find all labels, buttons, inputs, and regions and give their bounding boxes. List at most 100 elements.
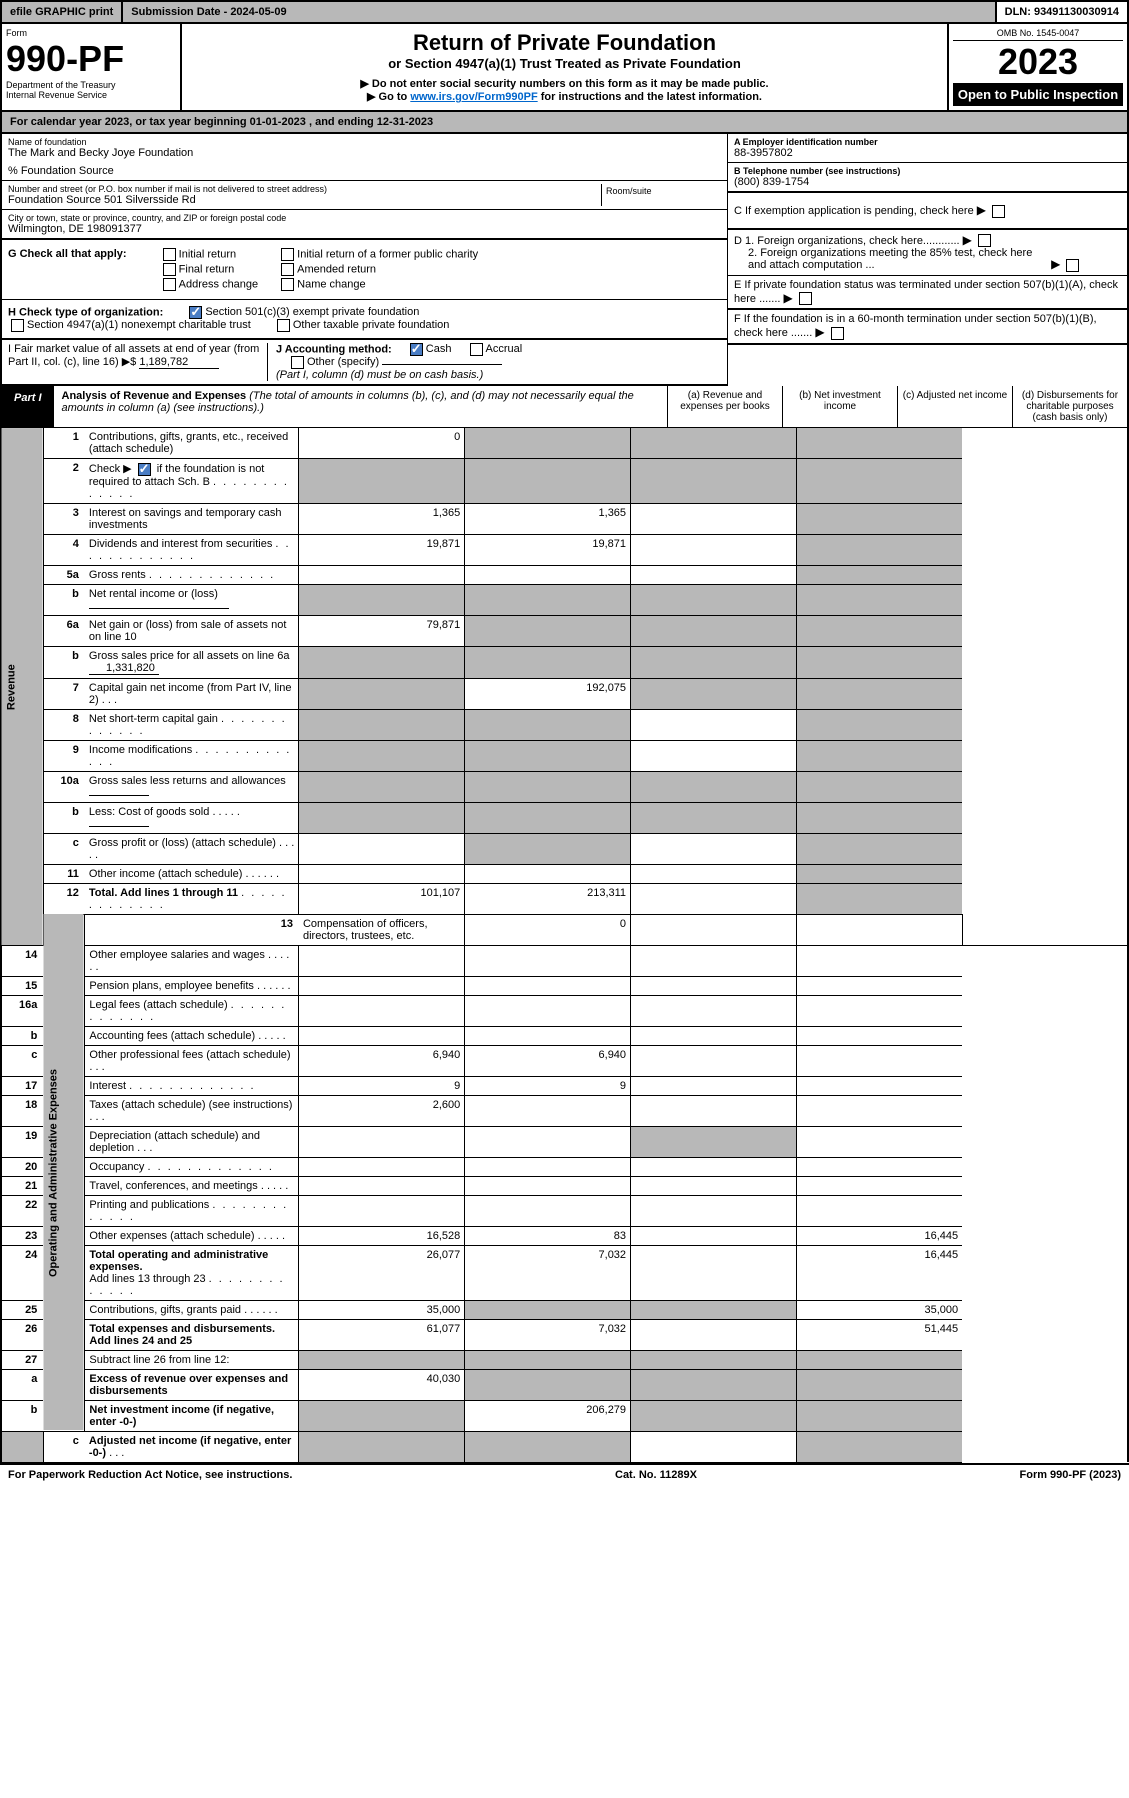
cb-address-change[interactable] [163,278,176,291]
lbl-cash: Cash [426,343,452,355]
tax-year: 2023 [953,41,1123,83]
form990pf-link[interactable]: www.irs.gov/Form990PF [410,91,537,103]
r17-a: 9 [299,1076,465,1095]
row1-desc: Contributions, gifts, grants, etc., rece… [85,428,299,459]
i-label: I Fair market value of all assets at end… [8,343,259,368]
r13-a: 0 [465,914,631,945]
d1-text: D 1. Foreign organizations, check here..… [734,235,960,247]
cb-status-terminated[interactable] [799,292,812,305]
r24-d: 16,445 [796,1245,962,1300]
r26-b: 7,032 [465,1319,631,1350]
row24-desc: Total operating and administrative expen… [85,1245,299,1300]
cb-initial-return[interactable] [163,248,176,261]
row13-desc: Compensation of officers, directors, tru… [299,914,465,945]
lbl-501c3: Section 501(c)(3) exempt private foundat… [205,306,419,318]
row11-desc: Other income (attach schedule) . . . . .… [85,864,299,883]
r4-a: 19,871 [299,534,465,565]
row10c-desc: Gross profit or (loss) (attach schedule)… [85,833,299,864]
cb-cash[interactable] [410,343,423,356]
j-label: J Accounting method: [276,343,392,355]
row16b-desc: Accounting fees (attach schedule) . . . … [85,1026,299,1045]
r25-d: 35,000 [796,1300,962,1319]
calendar-year-row: For calendar year 2023, or tax year begi… [0,112,1129,134]
cb-other-taxable[interactable] [277,319,290,332]
row9-desc: Income modifications [85,740,299,771]
cb-other-method[interactable] [291,356,304,369]
form-title-row: Form 990-PF Department of the Treasury I… [0,24,1129,112]
form-number: 990-PF [6,38,176,80]
cb-85pct[interactable] [1066,259,1079,272]
row23-desc: Other expenses (attach schedule) . . . .… [85,1226,299,1245]
omb: OMB No. 1545-0047 [953,28,1123,41]
cb-schb-not-required[interactable] [138,463,151,476]
cb-initial-former[interactable] [281,248,294,261]
street-address: Foundation Source 501 Silversside Rd [8,194,601,206]
note-ssn: ▶ Do not enter social security numbers o… [188,77,941,90]
row16c-desc: Other professional fees (attach schedule… [85,1045,299,1076]
col-c-hdr: (c) Adjusted net income [897,386,1012,427]
row2-desc: Check ▶ if the foundation is not require… [85,459,299,504]
row18-desc: Taxes (attach schedule) (see instruction… [85,1095,299,1126]
row27a-desc: Excess of revenue over expenses and disb… [85,1369,299,1400]
row27b-desc: Net investment income (if negative, ente… [85,1400,299,1431]
row12-desc: Total. Add lines 1 through 11 [85,883,299,914]
cb-amended-return[interactable] [281,263,294,276]
return-title: Return of Private Foundation [188,30,941,56]
cb-exemption-pending[interactable] [992,205,1005,218]
cb-4947[interactable] [11,319,24,332]
side-revenue: Revenue [1,428,43,945]
cb-accrual[interactable] [470,343,483,356]
lbl-other-taxable: Other taxable private foundation [293,319,450,331]
h-label: H Check type of organization: [8,306,163,318]
side-expenses: Operating and Administrative Expenses [43,914,85,1431]
open-public: Open to Public Inspection [953,83,1123,106]
cb-501c3[interactable] [189,306,202,319]
row27-desc: Subtract line 26 from line 12: [85,1350,299,1369]
row5b-desc: Net rental income or (loss) [85,584,299,615]
cb-name-change[interactable] [281,278,294,291]
r26-a: 61,077 [299,1319,465,1350]
lbl-final-return: Final return [179,263,235,275]
part1-tag: Part I [2,386,54,427]
r4-b: 19,871 [465,534,631,565]
lbl-initial-former: Initial return of a former public charit… [297,248,478,260]
lbl-other-method: Other (specify) [307,356,379,368]
foundation-name: The Mark and Becky Joye Foundation [8,147,721,159]
info-block: Name of foundation The Mark and Becky Jo… [0,134,1129,386]
lbl-4947: Section 4947(a)(1) nonexempt charitable … [27,319,251,331]
part1-title: Analysis of Revenue and Expenses [62,390,247,402]
row15-desc: Pension plans, employee benefits . . . .… [85,976,299,995]
r26-d: 51,445 [796,1319,962,1350]
b-label: B Telephone number (see instructions) [734,166,1121,176]
cb-60month[interactable] [831,327,844,340]
r23-a: 16,528 [299,1226,465,1245]
cb-foreign-org[interactable] [978,234,991,247]
room-label: Room/suite [606,186,717,196]
cb-final-return[interactable] [163,263,176,276]
r25-a: 35,000 [299,1300,465,1319]
r23-d: 16,445 [796,1226,962,1245]
form-ref: Form 990-PF (2023) [1020,1469,1121,1481]
d2-text: 2. Foreign organizations meeting the 85%… [748,247,1048,271]
r12-a: 101,107 [299,883,465,914]
note-goto: ▶ Go to www.irs.gov/Form990PF for instru… [188,90,941,103]
lbl-initial-return: Initial return [179,248,236,260]
r17-b: 9 [465,1076,631,1095]
dept-treasury: Department of the Treasury [6,80,176,90]
lbl-accrual: Accrual [486,343,523,355]
j-note: (Part I, column (d) must be on cash basi… [276,369,483,381]
r6b-val: 1,331,820 [89,662,159,675]
g-label: G Check all that apply: [8,248,127,260]
row7-desc: Capital gain net income (from Part IV, l… [85,678,299,709]
lbl-address-change: Address change [179,278,259,290]
row6a-desc: Net gain or (loss) from sale of assets n… [85,615,299,646]
row5a-desc: Gross rents [85,565,299,584]
a-label: A Employer identification number [734,137,1121,147]
r1-a: 0 [299,428,465,459]
r3-b: 1,365 [465,503,631,534]
row17-desc: Interest [85,1076,299,1095]
row22-desc: Printing and publications [85,1195,299,1226]
efile-print-button[interactable]: efile GRAPHIC print [2,2,123,22]
r27b-b: 206,279 [465,1400,631,1431]
row25-desc: Contributions, gifts, grants paid . . . … [85,1300,299,1319]
